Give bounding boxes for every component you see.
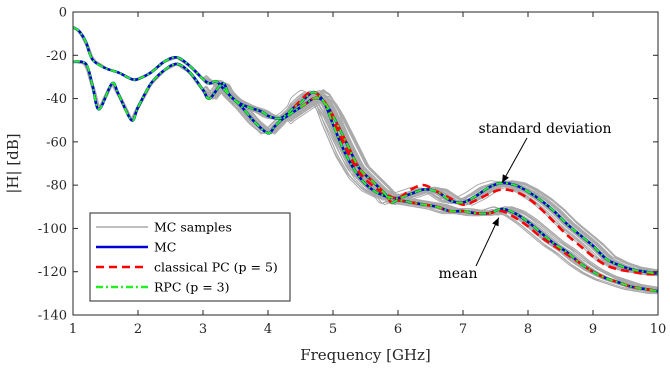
x-tick-label: 10: [650, 322, 667, 337]
y-tick-label: -140: [38, 309, 67, 324]
x-axis-label: Frequency [GHz]: [300, 346, 431, 364]
x-tick-label: 6: [394, 322, 402, 337]
y-tick-label: -120: [38, 265, 67, 280]
plot-frame: [72, 11, 659, 316]
x-tick-label: 7: [459, 322, 467, 337]
annotation-arrow-line: [475, 217, 500, 267]
legend: MC samples MC classical PC (p = 5) RPC (p =…: [89, 212, 291, 302]
series-line-rpc-p-3--mean: [73, 60, 658, 293]
series-line-rpc-p-3--standard-deviation: [73, 26, 658, 275]
annotation-label: standard deviation: [478, 121, 611, 137]
annotation-arrow-head: [492, 217, 499, 227]
y-tick-label: -60: [46, 135, 67, 150]
legend-label: MC samples: [154, 220, 232, 235]
y-axis-label: |H| [dB]: [4, 133, 22, 193]
legend-label: classical PC (p = 5): [154, 260, 278, 275]
series-layer: [73, 26, 658, 293]
annotations: standard deviation mean: [439, 121, 612, 282]
y-tick-label: 0: [59, 6, 67, 21]
ticks-layer: 1 2 3 4 5 6 7 8 9 10 0 -20 -40 -60 -80 -100 -120 -140: [38, 6, 666, 338]
annotation-label: mean: [439, 266, 478, 282]
x-tick-label: 8: [524, 322, 532, 337]
legend-label: MC: [154, 240, 176, 255]
annotation-arrow-line: [501, 137, 528, 184]
x-tick-label: 1: [69, 322, 77, 337]
annotation-arrow-head: [502, 174, 509, 183]
x-tick-label: 9: [589, 322, 597, 337]
y-tick-label: -40: [46, 92, 67, 107]
x-tick-label: 4: [264, 322, 272, 337]
x-tick-label: 2: [134, 322, 142, 337]
legend-label: RPC (p = 3): [154, 280, 230, 295]
y-tick-label: -100: [38, 222, 67, 237]
mc-sample-line: [73, 61, 658, 292]
x-tick-label: 5: [329, 322, 337, 337]
x-tick-label: 3: [199, 322, 207, 337]
y-tick-label: -80: [46, 179, 67, 194]
y-tick-label: -20: [46, 49, 67, 64]
